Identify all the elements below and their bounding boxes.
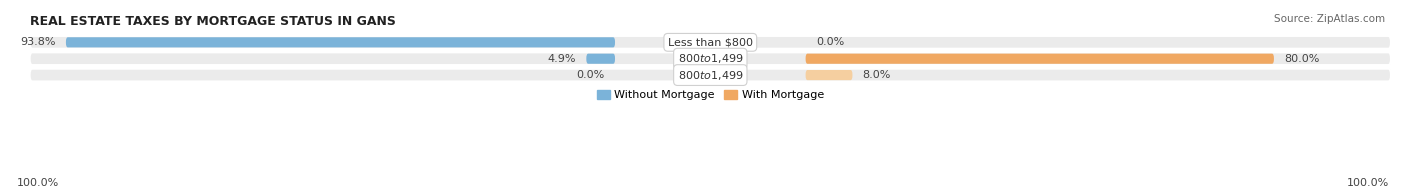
FancyBboxPatch shape — [30, 69, 1391, 82]
Text: Less than $800: Less than $800 — [668, 37, 752, 47]
Text: $800 to $1,499: $800 to $1,499 — [678, 69, 744, 82]
FancyBboxPatch shape — [66, 37, 614, 47]
FancyBboxPatch shape — [806, 70, 852, 80]
FancyBboxPatch shape — [30, 36, 1391, 49]
Text: REAL ESTATE TAXES BY MORTGAGE STATUS IN GANS: REAL ESTATE TAXES BY MORTGAGE STATUS IN … — [30, 15, 395, 28]
Text: 0.0%: 0.0% — [576, 70, 605, 80]
Text: Source: ZipAtlas.com: Source: ZipAtlas.com — [1274, 14, 1385, 24]
Text: 8.0%: 8.0% — [863, 70, 891, 80]
Text: 100.0%: 100.0% — [1347, 178, 1389, 188]
FancyBboxPatch shape — [30, 52, 1391, 65]
Text: 80.0%: 80.0% — [1284, 54, 1319, 64]
Text: 0.0%: 0.0% — [815, 37, 844, 47]
Text: 93.8%: 93.8% — [20, 37, 56, 47]
FancyBboxPatch shape — [806, 54, 1274, 64]
Text: 4.9%: 4.9% — [547, 54, 576, 64]
Text: 100.0%: 100.0% — [17, 178, 59, 188]
FancyBboxPatch shape — [586, 54, 614, 64]
Text: $800 to $1,499: $800 to $1,499 — [678, 52, 744, 65]
Legend: Without Mortgage, With Mortgage: Without Mortgage, With Mortgage — [592, 86, 828, 105]
